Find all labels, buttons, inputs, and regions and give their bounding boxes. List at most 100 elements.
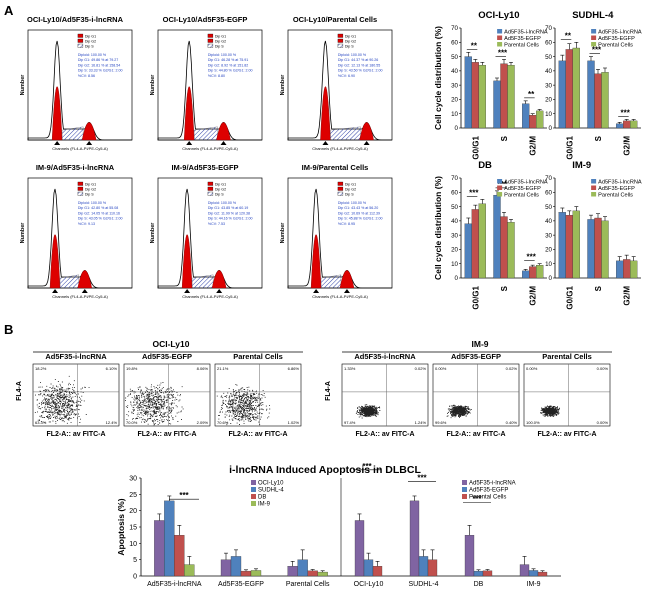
histogram-legend-label: Dip G1 xyxy=(215,35,226,39)
legend-label: Ad5F35-i-lncRNA xyxy=(598,179,642,185)
chart-title: SUDHL-4 xyxy=(572,10,614,21)
y-tick-label: 70 xyxy=(451,175,458,182)
category-label: OCI-Ly10 xyxy=(354,581,384,588)
g1-marker xyxy=(184,289,191,293)
quadrant-percent: 99.6% xyxy=(435,420,447,425)
legend-label: Parental Cells xyxy=(504,192,539,198)
histogram-stat: %CV: 8.80 xyxy=(208,74,225,78)
histogram-stat: Dip G1: 46.28 % at 75.91 xyxy=(208,58,248,62)
flow-group: OCI-Ly10 FL4-A Ad5F35-i-lncRNA 18.2% 6.10% 63… xyxy=(16,339,303,438)
significance-mark: *** xyxy=(592,46,602,55)
legend-label: Parental Cells xyxy=(598,42,633,48)
histogram-ylabel: Number xyxy=(280,222,286,244)
histogram-legend-label: Dip S xyxy=(215,193,224,197)
histogram-xlabel: Channels (FL4-A-PI/PE-Cy5-A) xyxy=(182,294,238,299)
bar xyxy=(587,60,595,129)
bar xyxy=(558,60,566,129)
histogram-xlabel: Channels (FL4-A-PI/PE-Cy5-A) xyxy=(312,294,368,299)
y-tick-label: 20 xyxy=(545,97,552,104)
histogram-stat: Diploid: 100.00 % xyxy=(338,53,367,57)
y-tick-label: 20 xyxy=(451,247,458,254)
histogram-legend-label: Dip G2 xyxy=(85,188,96,192)
legend-swatch xyxy=(497,185,503,190)
histogram-legend-swatch xyxy=(337,181,344,186)
histogram-frame xyxy=(287,29,393,141)
quadrant-percent: 8.06% xyxy=(197,366,209,371)
g1-marker xyxy=(54,141,61,145)
y-tick-label: 25 xyxy=(129,492,137,499)
significance-mark: *** xyxy=(362,462,372,471)
significance-mark: *** xyxy=(417,473,427,482)
category-label: S xyxy=(500,285,509,291)
y-tick-label: 30 xyxy=(451,82,458,89)
histogram-legend-label: Dip S xyxy=(85,193,94,197)
g1-marker xyxy=(186,141,193,145)
histogram-legend-swatch xyxy=(207,38,214,43)
bar xyxy=(427,559,438,577)
flow-group-title: IM-9 xyxy=(472,339,489,349)
legend-swatch xyxy=(497,35,503,40)
g2-peak xyxy=(81,122,97,141)
histogram-stat: Dip G2: 12.13 % at 180.55 xyxy=(338,63,380,67)
chart-title: DB xyxy=(478,160,492,171)
histogram-title: OCI-Ly10/Ad5F35-i-lncRNA xyxy=(27,15,124,24)
s-phase-area xyxy=(320,274,342,289)
flow-plot-title: Ad5F35-EGFP xyxy=(142,352,192,361)
histogram-ylabel: Number xyxy=(20,74,26,96)
cell-cycle-chart-im9: IM-9 0 10 20 30 40 50 60 70 G0/G1 S G2/M Ad5F35-i-ln… xyxy=(545,160,642,310)
legend-label: Ad5F35-i-lncRNA xyxy=(469,481,516,487)
histogram-legend-label: Dip G2 xyxy=(85,40,96,44)
quadrant-percent: 100.0% xyxy=(526,420,540,425)
y-tick-label: 40 xyxy=(451,68,458,75)
bar xyxy=(500,216,508,279)
histogram-title: IM-9/Parental Cells xyxy=(302,163,369,172)
legend-swatch xyxy=(591,42,597,47)
histogram-title: IM-9/Ad5F35-i-lncRNA xyxy=(36,163,115,172)
bar xyxy=(297,559,308,577)
bar xyxy=(623,120,631,129)
histogram-legend-label: Dip S xyxy=(345,45,354,49)
quadrant-percent: 0.00% xyxy=(597,366,609,371)
histogram-xlabel: Channels (FL4-A-PI/PE-Cy5-A) xyxy=(182,146,238,151)
bar xyxy=(354,520,365,577)
legend-swatch xyxy=(251,487,256,492)
significance-mark: *** xyxy=(620,108,630,117)
histogram-frame xyxy=(157,177,263,289)
y-tick-label: 10 xyxy=(545,261,552,268)
bar xyxy=(565,49,573,129)
histogram-legend-label: Dip G2 xyxy=(345,188,356,192)
flow-events xyxy=(446,404,472,419)
flow-plot-title: Ad5F35-i-lncRNA xyxy=(45,352,107,361)
category-label: DB xyxy=(474,581,484,588)
quadrant-percent: 63.3% xyxy=(35,420,47,425)
histogram-legend-swatch xyxy=(207,191,214,196)
panel-label-a: A xyxy=(4,3,14,18)
significance-mark: ** xyxy=(528,90,535,99)
category-label: G0/G1 xyxy=(565,135,574,159)
g1-marker xyxy=(313,289,320,293)
histogram-stat: Diploid: 100.00 % xyxy=(338,201,367,205)
flow-plot-frame xyxy=(432,363,520,427)
legend-swatch xyxy=(591,35,597,40)
g2-marker xyxy=(81,289,88,293)
legend-label: Ad5F35-i-lncRNA xyxy=(504,29,548,35)
y-tick-label: 0 xyxy=(455,125,459,132)
histogram-stat: Dip S: 33.33 % G2/G1: 2.00 xyxy=(78,69,123,73)
category-label: G2/M xyxy=(623,286,632,306)
histogram-legend-swatch xyxy=(337,33,344,38)
histogram-legend-swatch xyxy=(207,186,214,191)
flow-ylabel: FL4-A xyxy=(16,381,23,401)
y-tick-label: 0 xyxy=(549,275,553,282)
g1-peak xyxy=(181,234,193,289)
bar xyxy=(409,500,420,577)
flow-group-title: OCI-Ly10 xyxy=(152,339,189,349)
bar xyxy=(164,500,175,577)
category-label: Parental Cells xyxy=(286,581,330,588)
quadrant-percent: 0.00% xyxy=(526,366,538,371)
bar xyxy=(519,564,530,577)
histogram-frame xyxy=(27,29,133,141)
flow-events xyxy=(216,384,271,426)
histogram-stat: Diploid: 100.00 % xyxy=(208,53,237,57)
flow-cytometry-panels: OCI-Ly10 FL4-A Ad5F35-i-lncRNA 18.2% 6.10% 63… xyxy=(16,339,612,438)
